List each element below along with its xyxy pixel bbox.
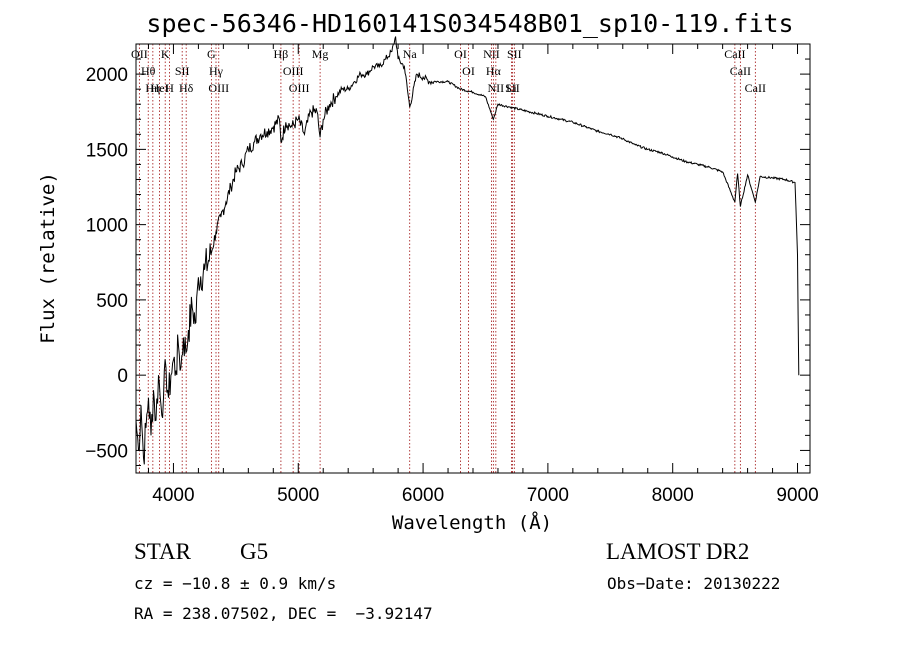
line-marker-label: Hα <box>486 64 502 78</box>
plot-frame <box>135 43 811 474</box>
y-tick-label: 2000 <box>86 65 128 86</box>
line-marker-label: Hδ <box>179 81 194 95</box>
line-marker-label: OIII <box>283 64 304 78</box>
y-tick-label: 1500 <box>86 140 128 161</box>
x-tick-label: 4000 <box>152 485 194 506</box>
line-marker-label: Na <box>403 47 418 61</box>
x-tick-label: 8000 <box>652 485 694 506</box>
line-marker-label: NII <box>488 81 505 95</box>
survey-name: LAMOST DR2 <box>606 539 750 564</box>
spectrum-series <box>135 36 800 465</box>
line-marker-label: OIII <box>208 81 229 95</box>
axis-ticks: 4000 5000 6000 7000 8000 9000 −500 0 500 1000 1500… <box>85 43 819 506</box>
line-marker-label: OI <box>462 64 475 78</box>
x-tick-label: 6000 <box>402 485 444 506</box>
line-marker-label: G <box>207 47 216 61</box>
x-tick-label: 5000 <box>277 485 319 506</box>
line-marker-label: Hγ <box>209 64 224 78</box>
line-marker-label: Hβ <box>274 47 289 61</box>
line-marker-label: H <box>165 81 174 95</box>
y-tick-label: 500 <box>96 291 128 312</box>
line-marker-label: NII <box>483 47 500 61</box>
object-class: STAR <box>134 539 191 564</box>
spectral-subclass: G5 <box>240 539 269 564</box>
line-marker-label: Mg <box>312 47 329 61</box>
line-marker-label: CaII <box>730 64 751 78</box>
line-marker-label: K <box>161 47 170 61</box>
chart-title: spec-56346-HD160141S034548B01_sp10-119.f… <box>146 9 793 38</box>
spectrum-line <box>135 36 800 465</box>
y-axis-label: Flux (relative) <box>37 172 59 344</box>
redshift-readout: cz = −10.8 ± 0.9 km/s <box>134 574 337 593</box>
x-axis-label: Wavelength (Å) <box>392 511 552 534</box>
line-marker-label: Hη <box>145 81 160 95</box>
line-marker-label: SII <box>175 64 190 78</box>
x-tick-label: 9000 <box>776 485 818 506</box>
y-tick-label: 0 <box>117 366 128 387</box>
line-marker-label: OIII <box>289 81 310 95</box>
y-tick-label: 1000 <box>86 216 128 237</box>
line-marker-label: OII <box>131 47 148 61</box>
x-tick-label: 7000 <box>527 485 569 506</box>
line-marker-label: Hθ <box>141 64 156 78</box>
line-marker-label: CaII <box>745 81 766 95</box>
line-marker-label: HeI <box>151 81 169 95</box>
observation-date: Obs−Date: 20130222 <box>607 574 781 593</box>
line-marker-label: Li <box>506 81 517 95</box>
line-marker-label: OI <box>454 47 467 61</box>
coordinates-readout: RA = 238.07502, DEC = −3.92147 <box>134 604 433 623</box>
line-marker-label: SII <box>505 81 520 95</box>
line-marker-label: SII <box>507 47 522 61</box>
y-tick-label: −500 <box>85 441 128 462</box>
line-marker-label: CaII <box>724 47 745 61</box>
